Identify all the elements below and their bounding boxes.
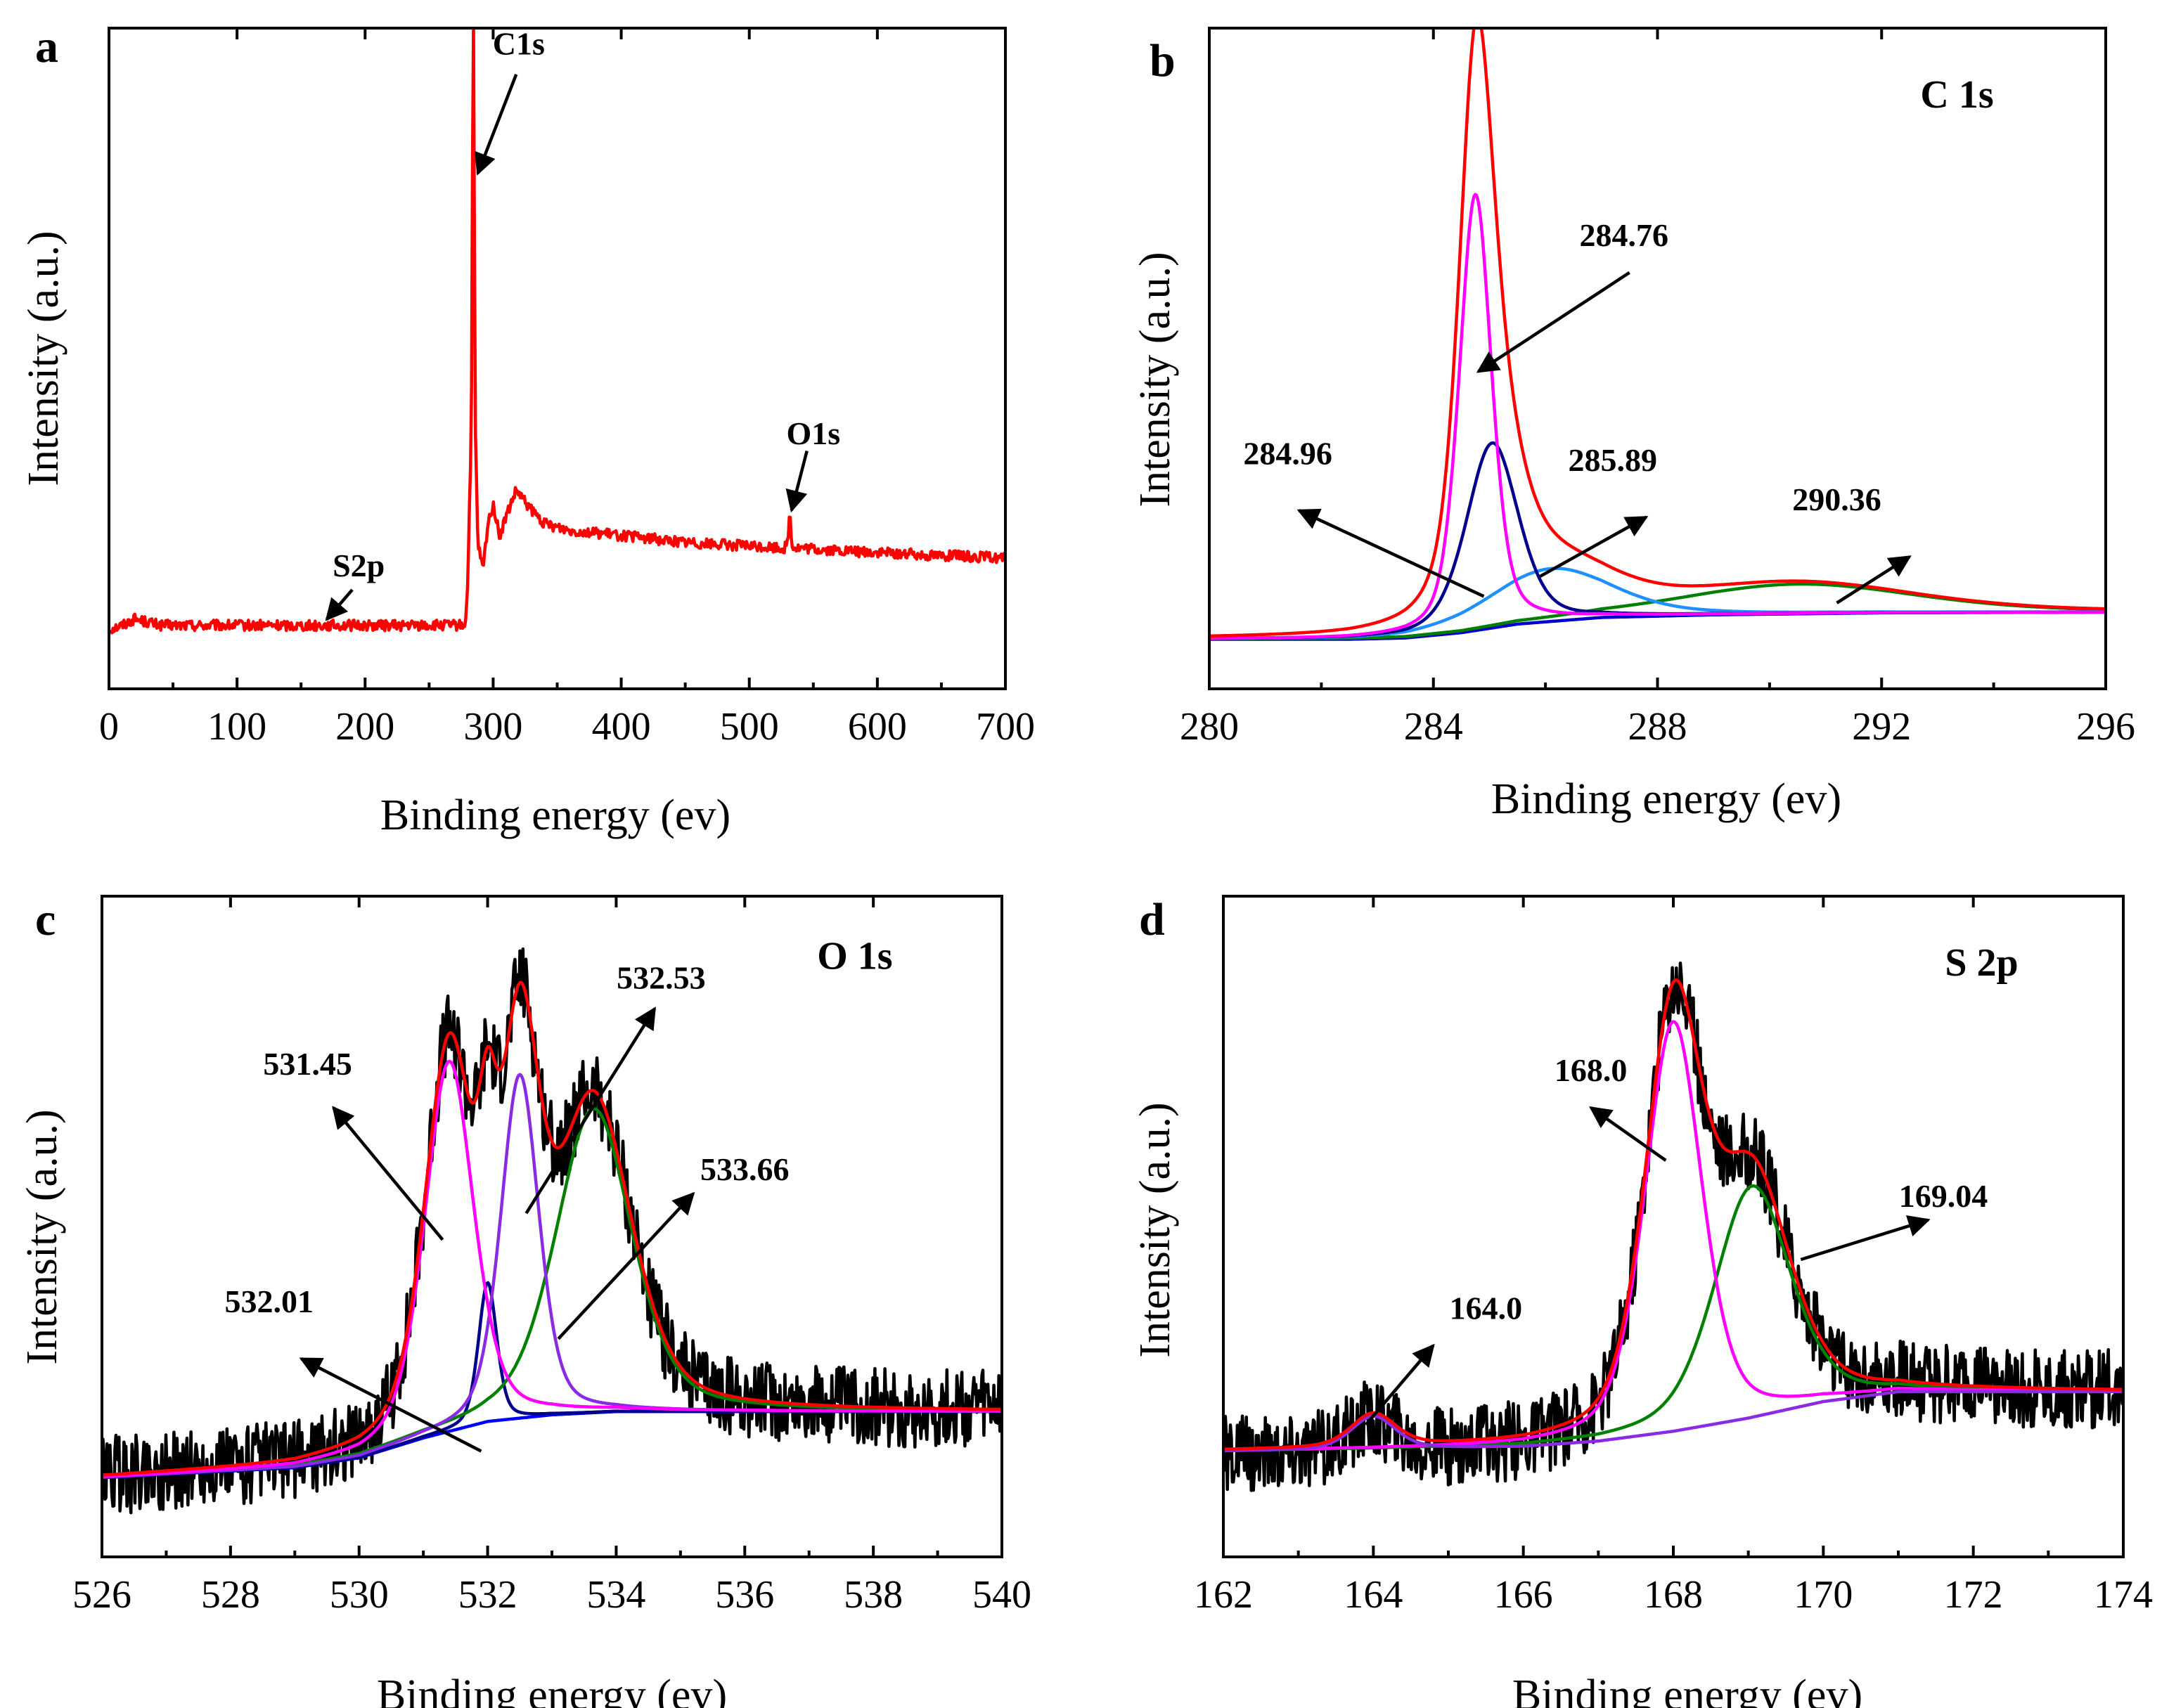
x-tick-label-a-1: 100 [207,705,266,749]
annotation-arrow-c-3 [299,1357,482,1453]
annotation-arrow-d-1 [1800,1215,1931,1262]
plot-area-c: 526 528 530 532 534 536 538 540 531.45 532.53 533.… [72,895,1031,1617]
y-axis-label-c: Intensity (a.u.) [18,1109,66,1364]
series-line-d-0 [1223,961,2123,1492]
region-label-b-4: C 1s [1920,73,1993,117]
panel-d: d 162 164 166 168 170 172 174 168.0 169.04 164.0 S… [1131,894,2153,1708]
annotation-arrow-b-3 [1836,555,1912,604]
panel-b: b 280 284 288 292 296 284.76 284.96 285.89 290.3… [1131,27,2135,823]
plot-frame-b [1208,27,2107,690]
series-line-d-2 [1223,1020,2123,1452]
x-tick-label-a-2: 200 [335,705,394,749]
x-tick-label-d-6: 174 [2094,1573,2153,1617]
peak-annotation-c-1: 532.53 [617,960,706,996]
x-tick-label-a-5: 500 [720,705,779,749]
x-tick-label-d-0: 162 [1194,1573,1253,1617]
x-tick-label-b-0: 280 [1180,705,1239,749]
x-tick-label-a-0: 0 [99,705,119,749]
x-tick-label-d-4: 170 [1794,1573,1853,1617]
x-axis-label-c: Binding energy (ev) [377,1671,727,1708]
x-tick-label-c-3: 532 [458,1573,517,1617]
x-tick-label-c-0: 526 [72,1573,131,1617]
peak-annotation-a-1: O1s [786,415,840,451]
region-label-c-4: O 1s [817,934,892,978]
peak-annotation-c-0: 531.45 [263,1046,352,1082]
x-tick-label-b-2: 288 [1628,705,1687,749]
panel-letter-b: b [1150,35,1176,86]
peak-annotation-c-3: 532.01 [224,1283,314,1319]
x-tick-label-c-5: 536 [715,1573,774,1617]
annotation-arrow-c-0 [332,1106,444,1241]
x-axis-label-b: Binding energy (ev) [1491,775,1841,823]
plot-frame-a [108,27,1007,690]
annotation-arrow-c-1 [524,1007,657,1215]
series-group-a [109,28,1005,635]
peak-annotation-b-0: 284.76 [1579,217,1668,253]
x-tick-label-d-2: 166 [1494,1573,1553,1617]
peak-annotation-c-2: 533.66 [700,1151,790,1187]
panel-letter-a: a [35,21,58,72]
series-line-b-5 [1209,28,2106,638]
x-tick-label-c-4: 534 [586,1573,645,1617]
x-tick-label-c-1: 528 [201,1573,260,1617]
x-tick-label-d-3: 168 [1644,1573,1703,1617]
series-line-b-4 [1209,193,2106,640]
panel-letter-d: d [1139,894,1165,945]
x-tick-label-c-2: 530 [330,1573,389,1617]
x-tick-label-a-6: 600 [848,705,907,749]
panel-a: a 0 100 200 300 400 500 600 700 C1s O1s S2p Bindin… [20,21,1035,839]
y-axis-label-a: Intensity (a.u.) [20,231,67,486]
panel-c: c 526 528 530 532 534 536 538 540 531.45 532.53 53… [18,894,1031,1708]
peak-annotation-b-3: 290.36 [1792,481,1881,517]
x-tick-label-d-5: 172 [1944,1573,2003,1617]
annotation-arrow-b-2 [1539,515,1649,578]
x-tick-label-b-4: 296 [2076,705,2135,749]
x-axis-label-a: Binding energy (ev) [380,791,730,839]
annotation-arrow-a-1 [785,451,809,513]
annotation-arrow-b-0 [1476,271,1630,373]
x-tick-label-b-3: 292 [1852,705,1911,749]
peak-annotation-b-1: 284.96 [1243,435,1332,471]
annotation-arrow-a-0 [475,73,518,176]
x-tick-label-a-7: 700 [976,705,1035,749]
plot-area-b: 280 284 288 292 296 284.76 284.96 285.89 290.36 C… [1180,27,2135,749]
series-line-c-6 [102,981,1002,1477]
series-line-b-3 [1209,441,2106,640]
region-label-d-3: S 2p [1945,941,2018,985]
panel-letter-c: c [35,894,56,945]
annotation-arrow-a-2 [325,588,354,621]
annotation-arrow-d-0 [1589,1106,1667,1162]
y-axis-label-d: Intensity (a.u.) [1131,1102,1179,1357]
series-line-c-0 [102,947,1002,1515]
peak-annotation-d-1: 169.04 [1899,1178,1988,1214]
x-tick-label-a-4: 400 [592,705,651,749]
x-tick-label-b-1: 284 [1404,705,1463,749]
x-tick-label-c-7: 540 [972,1573,1031,1617]
peak-annotation-d-0: 168.0 [1555,1052,1628,1088]
series-line-a-0 [109,28,1005,635]
peak-annotation-a-0: C1s [493,26,545,62]
peak-annotation-d-2: 164.0 [1450,1290,1523,1326]
x-tick-label-c-6: 538 [844,1573,903,1617]
plot-area-d: 162 164 166 168 170 172 174 168.0 169.04 164.0 S 2… [1194,895,2153,1617]
series-group-b [1209,28,2106,641]
x-axis-label-d: Binding energy (ev) [1512,1671,1862,1708]
plot-area-a: 0 100 200 300 400 500 600 700 C1s O1s S2p [99,26,1035,749]
y-axis-label-b: Intensity (a.u.) [1131,252,1179,507]
annotation-arrow-d-2 [1364,1343,1435,1426]
annotation-arrow-b-1 [1296,508,1485,598]
peak-annotation-b-2: 285.89 [1569,442,1658,478]
x-tick-label-d-1: 164 [1344,1573,1403,1617]
peak-annotation-a-2: S2p [333,548,385,583]
x-tick-label-a-3: 300 [463,705,522,749]
series-line-c-5 [102,1059,1002,1478]
series-group-d [1223,961,2123,1492]
annotation-arrow-c-2 [557,1191,695,1340]
series-group-c [102,947,1002,1515]
series-line-d-4 [1223,978,2123,1451]
